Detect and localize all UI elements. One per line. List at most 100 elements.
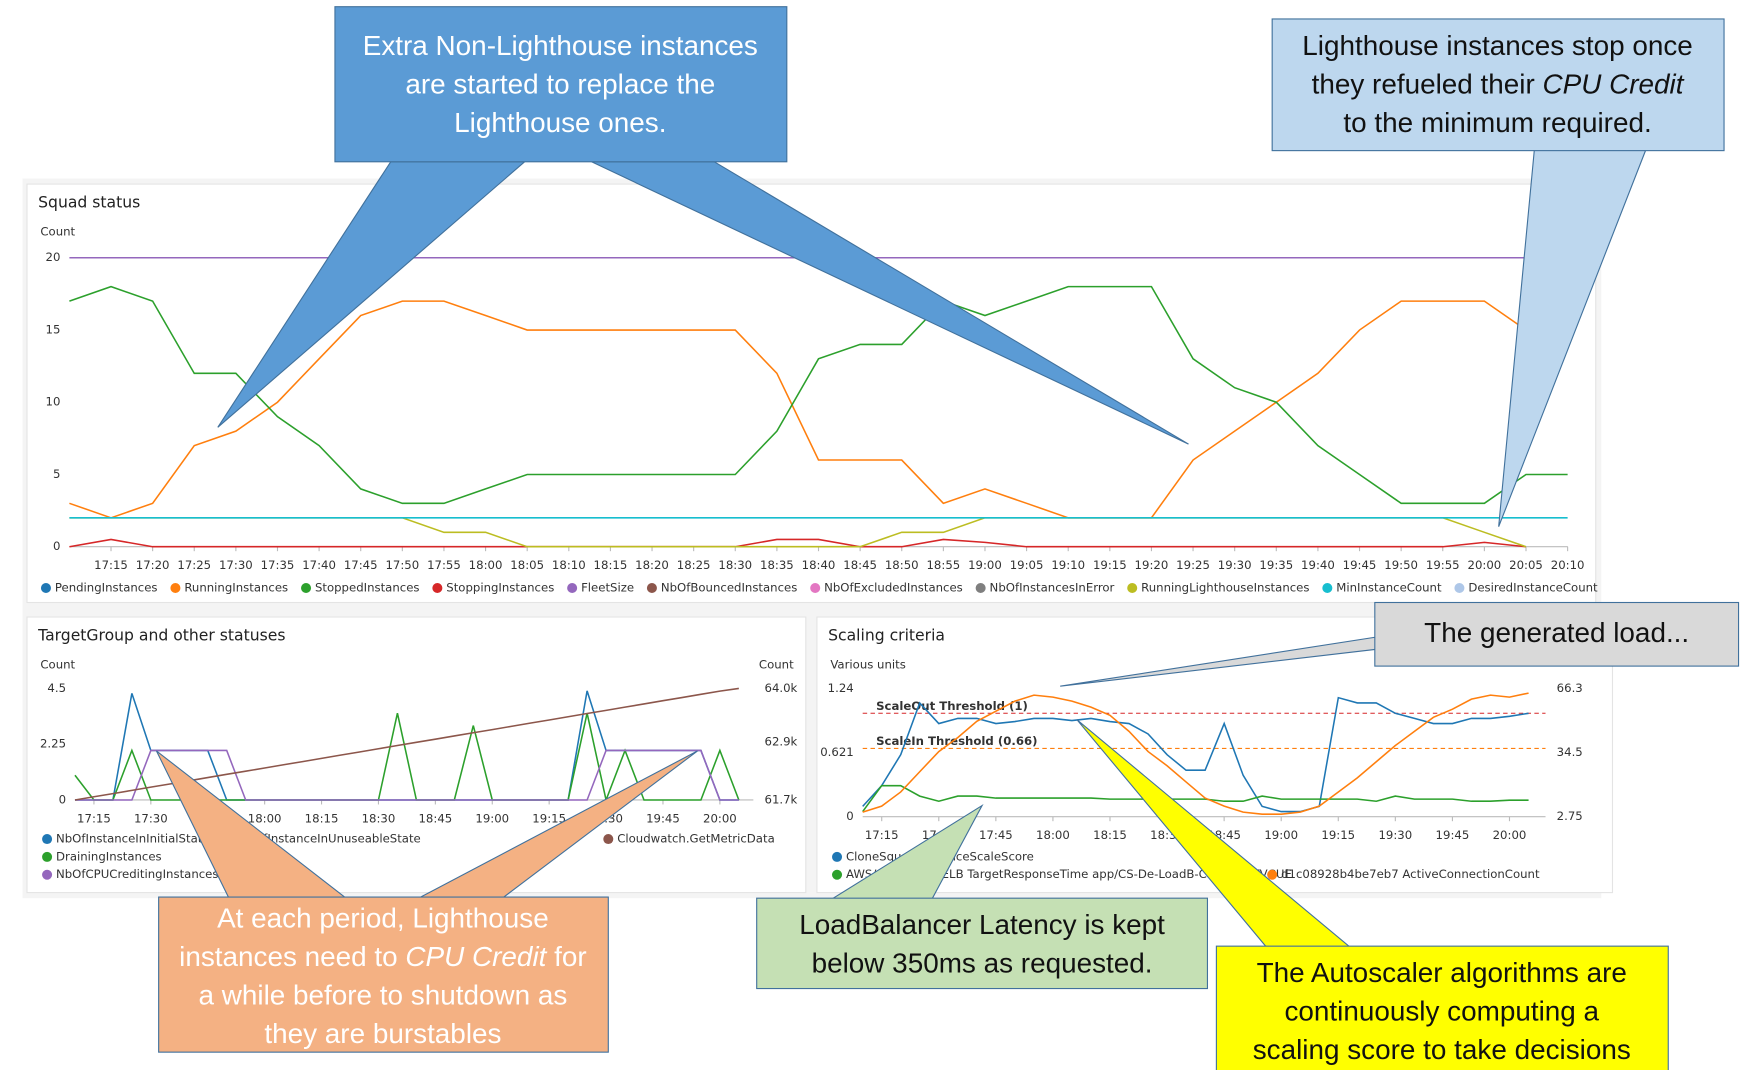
callout-text: The generated load... [1424, 617, 1689, 648]
callout-box [1374, 601, 1740, 667]
x-tick-label: 19:05 [1010, 558, 1044, 572]
legend-marker [1267, 869, 1278, 880]
callout-text-part: below 350ms as requested. [812, 948, 1153, 979]
y2-tick-label: 2.75 [1557, 809, 1583, 823]
y-axis-label: Count [40, 225, 75, 239]
y-tick-label: 15 [46, 322, 61, 336]
callout-box [756, 897, 1209, 990]
legend-marker [1454, 582, 1465, 594]
legend-label: NbOfInstanceInInitialState [56, 832, 210, 846]
callout-text-part: for [546, 941, 586, 972]
callout-text: At each period, Lighthouse [217, 903, 549, 934]
legend-marker [42, 869, 53, 880]
x-tick-label: 18:15 [305, 811, 339, 825]
callout-text: below 350ms as requested. [812, 948, 1153, 979]
legend-marker [810, 582, 821, 594]
x-tick-label: 19:00 [968, 558, 1002, 572]
callout-text: continuously computing a [1284, 996, 1599, 1027]
threshold-label: ScaleIn Threshold (0.66) [876, 734, 1037, 748]
legend-label: d1c08928b4be7eb7 ActiveConnectionCount [1281, 867, 1540, 881]
x-tick-label: 17:15 [77, 811, 111, 825]
y2-tick-label: 61.7k [765, 792, 798, 806]
x-tick-label: 17:20 [136, 558, 170, 572]
legend-label: NbOfBouncedInstances [661, 580, 797, 594]
series-line [862, 692, 1529, 815]
x-tick-label: 18:05 [510, 558, 544, 572]
threshold-label: ScaleOut Threshold (1) [876, 699, 1028, 713]
x-tick-label: 19:15 [532, 811, 566, 825]
x-tick-label: 17:30 [219, 558, 253, 572]
callout-text: are started to replace the [405, 69, 715, 100]
x-tick-label: 19:50 [1384, 558, 1418, 572]
x-tick-label: 19:00 [475, 811, 509, 825]
callout-text-part: continuously computing a [1284, 996, 1599, 1027]
charts: Squad status Count 0 5 10 15 20 17:15 17:20 17:25… [26, 183, 1614, 894]
legend-marker [1127, 582, 1138, 594]
callout-text-part: they refueled their [1312, 69, 1543, 100]
x-tick-label: 18:15 [1093, 828, 1127, 842]
series-line [74, 749, 739, 801]
callout-text-part: The Autoscaler algorithms are [1257, 958, 1627, 989]
callout-box [334, 6, 788, 163]
callout-text-part: are started to replace the [405, 69, 715, 100]
x-tick-label: 18:10 [552, 558, 586, 572]
callout-text: to the minimum required. [1343, 107, 1651, 138]
callout-text: instances need to CPU Credit for [179, 941, 587, 972]
x-tick-label: 18:00 [469, 558, 503, 572]
x-tick-label: 18:50 [885, 558, 919, 572]
x-tick-label: 17:35 [261, 558, 295, 572]
callout-text-part: At each period, Lighthouse [217, 903, 549, 934]
callout-text: The Autoscaler algorithms are [1257, 958, 1627, 989]
x-tick-label: 18:00 [248, 811, 282, 825]
callout-text-part: Extra Non-Lighthouse instances [363, 30, 758, 61]
legend-marker [170, 582, 181, 594]
x-tick-label: 17:40 [302, 558, 336, 572]
x-tick-label: 17:50 [385, 558, 419, 572]
y-tick-label: 20 [46, 250, 61, 264]
legend-label: MinInstanceCount [1336, 580, 1442, 594]
x-tick-label: 17:45 [979, 828, 1013, 842]
y2-tick-label: 64.0k [765, 681, 798, 695]
x-tick-label: 18:15 [594, 558, 628, 572]
y2-tick-label: 34.5 [1557, 745, 1583, 759]
legend-label: FleetSize [581, 580, 634, 594]
y-tick-label: 10 [46, 395, 61, 409]
x-tick-label: 18:30 [718, 558, 752, 572]
x-tick-label: 20:00 [703, 811, 737, 825]
x-tick-label: 20:10 [1551, 558, 1585, 572]
callout-text-part: CPU Credit [1543, 69, 1685, 100]
callout-text-part: they are burstables [264, 1018, 501, 1049]
x-tick-label: 19:20 [1135, 558, 1169, 572]
legend-marker [603, 834, 614, 845]
y-tick-label: 2.25 [40, 737, 66, 751]
callout-text-part: LoadBalancer Latency is kept [799, 910, 1165, 941]
callout-text-part: Lighthouse instances stop once [1302, 30, 1693, 61]
chart-title: Squad status [38, 194, 140, 212]
legend-label: PendingInstances [55, 580, 158, 594]
x-tick-label: 19:45 [646, 811, 680, 825]
callout-text-part: instances need to [179, 941, 405, 972]
x-tick-label: 20:05 [1509, 558, 1543, 572]
x-tick-label: 19:40 [1301, 558, 1335, 572]
x-tick-label: 18:45 [418, 811, 452, 825]
legend-marker [432, 582, 443, 594]
x-tick-label: 18:00 [1036, 828, 1070, 842]
callout-box [158, 896, 609, 1053]
chart-panel: TargetGroup and other statuses Count Count… [26, 616, 807, 894]
y-tick-label: 0 [846, 809, 853, 823]
x-tick-label: 19:15 [1093, 558, 1127, 572]
x-tick-label: 18:55 [926, 558, 960, 572]
legend-label: NbOfCPUCreditingInstances [56, 867, 218, 881]
x-tick-label: 18:40 [802, 558, 836, 572]
x-tick-label: 17:25 [177, 558, 211, 572]
legend-marker [42, 834, 53, 845]
callout-text: they are burstables [264, 1018, 501, 1049]
legend-label: DrainingInstances [56, 849, 162, 863]
x-tick-label: 20:00 [1493, 828, 1527, 842]
x-tick-label: 18:30 [362, 811, 396, 825]
x-tick-label: 18:25 [677, 558, 711, 572]
legend-label: Cloudwatch.GetMetricData [617, 832, 775, 846]
callout-box [1271, 18, 1725, 152]
x-tick-label: 19:10 [1051, 558, 1085, 572]
